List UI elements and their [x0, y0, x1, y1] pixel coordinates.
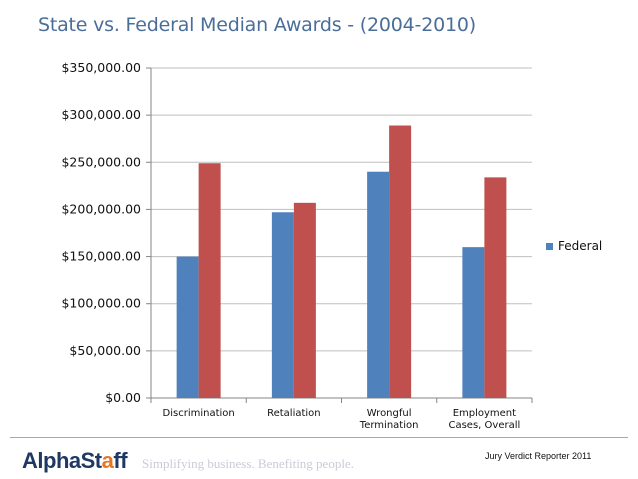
- alphastaff-logo: AlphaStaff: [22, 448, 128, 474]
- series-2-bar: [484, 177, 507, 398]
- series-2-bar: [293, 202, 316, 398]
- series-2-bar: [389, 125, 412, 398]
- y-tick-label: $200,000.00: [61, 201, 141, 216]
- y-tick-label: $0.00: [105, 390, 141, 405]
- federal-bar: [271, 212, 294, 398]
- legend-swatch-federal: [546, 243, 553, 250]
- y-tick-label: $250,000.00: [61, 154, 141, 169]
- category-label: Cases, Overall: [448, 420, 520, 431]
- logo-accent: a: [101, 448, 114, 473]
- footer-divider: [10, 437, 628, 438]
- y-tick-label: $150,000.00: [61, 249, 141, 264]
- y-tick-label: $300,000.00: [61, 107, 141, 122]
- category-label: Discrimination: [163, 408, 235, 419]
- category-label: Employment: [453, 408, 516, 419]
- company-tagline: Simplifying business. Benefiting people.: [142, 456, 354, 471]
- bar-chart: $0.00 $50,000.00 $100,000.00 $150,000.00 $20…: [61, 60, 602, 431]
- y-tick-label: $100,000.00: [61, 296, 141, 311]
- federal-bar: [462, 247, 485, 398]
- chart-title: State vs. Federal Median Awards - (2004-…: [38, 14, 476, 36]
- series-2-bar: [198, 163, 221, 398]
- category-label: Retaliation: [267, 408, 321, 419]
- category-label: Termination: [359, 420, 419, 431]
- category-label: Wrongful: [367, 408, 412, 419]
- logo-prefix: AlphaSt: [22, 448, 102, 473]
- federal-bar: [367, 171, 390, 398]
- federal-bar: [176, 256, 199, 398]
- logo-suffix: ff: [113, 448, 128, 473]
- y-tick-label: $350,000.00: [61, 60, 141, 75]
- source-note: Jury Verdict Reporter 2011: [485, 451, 592, 461]
- y-tick-label: $50,000.00: [69, 343, 141, 358]
- legend-label-federal: Federal: [558, 239, 602, 253]
